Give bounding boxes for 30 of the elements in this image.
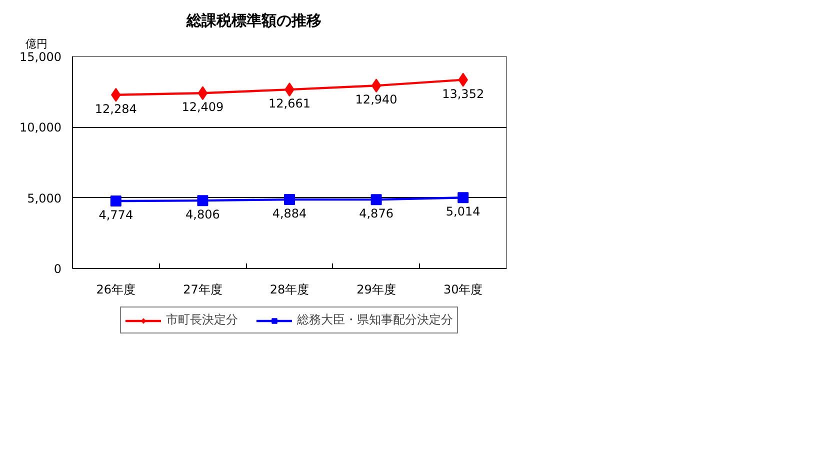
- x-tick-label: 27年度: [183, 282, 222, 296]
- data-label: 4,884: [272, 206, 307, 220]
- point: [284, 194, 295, 205]
- point: [197, 195, 208, 206]
- point: [370, 194, 382, 206]
- x-tick-label: 28年度: [270, 282, 310, 296]
- chart-title: 総課税標準額の推移: [186, 12, 322, 30]
- y-axis-title: 億円: [26, 38, 48, 50]
- data-label: 12,284: [94, 102, 137, 116]
- y-tick-label: 5,000: [27, 191, 62, 206]
- data-label: 5,014: [446, 204, 480, 219]
- point: [110, 196, 122, 207]
- data-label: 13,352: [442, 86, 484, 101]
- legend-label: 総務大臣・県知事配分決定分: [297, 312, 453, 328]
- x-tick-label: 29年度: [356, 282, 396, 296]
- data-label: 4,806: [186, 208, 220, 222]
- x-tick-label: 30年度: [443, 282, 483, 296]
- point: [198, 86, 208, 100]
- data-label: 12,409: [182, 100, 224, 114]
- data-label: 12,661: [268, 96, 311, 111]
- point: [458, 192, 469, 204]
- data-label: 12,940: [355, 92, 398, 107]
- data-label: 4,876: [359, 206, 394, 221]
- data-label: 4,774: [98, 208, 134, 222]
- legend-label: 市町長決定分: [166, 312, 238, 328]
- x-tick-label: 26年度: [96, 282, 136, 296]
- y-tick-label: 0: [54, 262, 62, 276]
- y-tick-label: 15,000: [20, 50, 62, 64]
- y-tick-label: 10,000: [20, 120, 62, 135]
- point: [371, 78, 382, 93]
